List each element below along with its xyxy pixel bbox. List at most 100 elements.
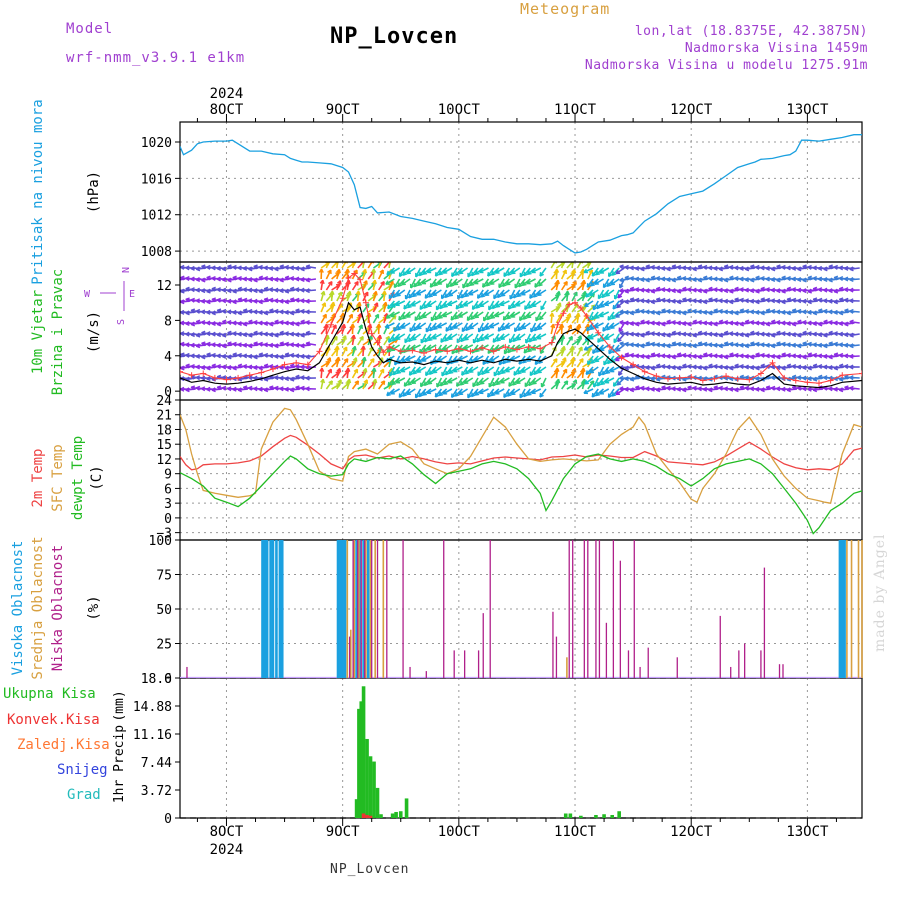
bar-precip-total <box>361 686 366 818</box>
bar-cloud-high <box>358 540 362 678</box>
y-tick-label: 1016 <box>141 172 172 187</box>
y-tick-label: 6 <box>164 482 172 497</box>
y-tick-label: 18 <box>156 423 172 438</box>
bar-precip-total <box>579 815 583 818</box>
x-tick-label-bottom: 8OCT <box>210 824 244 840</box>
y-tick-label: 11.16 <box>133 728 172 743</box>
bar-cloud-mid <box>846 540 848 678</box>
y-tick-label: 25 <box>156 638 172 653</box>
bar-cloud-mid <box>857 540 860 678</box>
x-tick-label-bottom: 11OCT <box>554 824 597 840</box>
ylabel-wind-2: Brzina i Pravac <box>50 269 66 395</box>
bar-cloud-low <box>425 671 427 678</box>
y-tick-label: 21 <box>156 409 172 424</box>
bar-cloud-mid <box>850 540 853 678</box>
wind-arrows <box>180 262 860 399</box>
bar-precip-total <box>610 814 615 818</box>
bar-precip-conv <box>368 815 373 818</box>
ylabel-cloud-mid: Srednja Oblacnost <box>30 536 46 679</box>
bar-cloud-mid <box>346 540 349 678</box>
bar-cloud-mid <box>358 540 360 678</box>
y-tick-label: 0 <box>164 385 172 400</box>
panel-pressure <box>175 121 863 263</box>
y-tick-label: 100 <box>149 534 172 549</box>
x-tick-label-bottom: 10OCT <box>438 824 481 840</box>
bar-cloud-low <box>587 540 589 678</box>
bar-precip-total <box>359 701 364 818</box>
x-tick-label-top: 10OCT <box>438 102 481 118</box>
x-tick-label-bottom: 9OCT <box>326 824 360 840</box>
bar-cloud-high <box>336 540 340 678</box>
panel-frame <box>179 121 863 263</box>
bar-cloud-high <box>271 540 275 678</box>
bar-precip-total <box>602 814 606 818</box>
bar-cloud-mid <box>349 629 352 678</box>
bar-cloud-low <box>760 650 762 678</box>
ylabel-t2m: 2m Temp <box>30 448 46 507</box>
bar-cloud-low <box>402 540 404 678</box>
bar-cloud-high <box>838 540 842 678</box>
y-tick-label: 8 <box>164 314 172 329</box>
bar-cloud-high <box>362 540 365 678</box>
x-tick-label-top: 11OCT <box>554 102 597 118</box>
year-label-bottom: 2024 <box>210 842 244 858</box>
footer-station: NP_Lovcen <box>330 862 410 877</box>
compass-w: W <box>84 289 91 300</box>
bar-precip-total <box>398 811 403 818</box>
bar-cloud-low <box>360 540 362 678</box>
bar-precip-total <box>594 814 598 818</box>
y-tick-label: 50 <box>156 603 172 618</box>
bar-cloud-low <box>371 540 373 678</box>
bar-cloud-low <box>464 650 466 678</box>
y-tick-label: 18.6 <box>141 672 172 687</box>
y-tick-label: 1020 <box>141 136 172 151</box>
bar-precip-total <box>563 813 568 818</box>
y-tick-label: 15 <box>156 438 172 453</box>
bar-cloud-high <box>343 540 347 678</box>
bar-precip-conv <box>361 813 366 818</box>
series-dewpt <box>180 453 862 535</box>
x-tick-label-bottom: 12OCT <box>670 824 713 840</box>
x-tick-label-top: 13OCT <box>786 102 829 118</box>
bar-precip-total <box>568 813 573 818</box>
bar-cloud-low <box>568 540 570 678</box>
bar-precip-total <box>379 814 383 818</box>
y-tick-label: −3 <box>156 527 172 542</box>
y-tick-label: 75 <box>156 569 172 584</box>
bar-cloud-mid <box>566 657 568 678</box>
y-tick-label: 24 <box>156 394 172 409</box>
ylabel-wind: 10m Vjetar <box>30 290 46 374</box>
y-tick-label: 3.72 <box>141 784 172 799</box>
compass-icon <box>100 281 125 311</box>
bar-cloud-low <box>744 643 746 678</box>
precip-legend-item: Konvek.Kisa <box>7 712 100 728</box>
ylabel-dewpt: dewpt Temp <box>70 436 86 520</box>
bar-cloud-low <box>612 540 615 678</box>
ylabel-precip-unit: (mm) <box>112 690 127 721</box>
bar-cloud-low <box>489 540 491 678</box>
x-tick-label-top: 9OCT <box>326 102 360 118</box>
bar-cloud-high <box>269 540 272 678</box>
bar-cloud-high <box>341 540 344 678</box>
bar-precip-total <box>365 738 369 818</box>
bar-cloud-low <box>730 666 732 678</box>
bar-cloud-mid <box>353 540 356 678</box>
bar-cloud-low <box>409 666 411 678</box>
compass-e: E <box>129 289 135 300</box>
bar-cloud-low <box>782 664 784 678</box>
x-tick-label-bottom: 13OCT <box>786 824 829 840</box>
bar-cloud-low <box>552 611 554 678</box>
y-tick-label: 12 <box>156 453 172 468</box>
bar-precip-conv <box>365 814 369 818</box>
y-tick-label: 0 <box>164 512 172 527</box>
bar-cloud-low <box>639 666 641 678</box>
bar-precip-total <box>404 798 409 818</box>
station-title: NP_Lovcen <box>330 24 459 49</box>
bar-cloud-high <box>265 540 269 678</box>
bar-cloud-low <box>738 650 740 678</box>
ylabel-pressure: Pritisak na nivou mora <box>30 99 46 284</box>
y-tick-label: 12 <box>156 279 172 294</box>
bar-cloud-low <box>352 540 354 678</box>
panel-frame <box>179 677 863 819</box>
bar-cloud-low <box>778 664 781 678</box>
